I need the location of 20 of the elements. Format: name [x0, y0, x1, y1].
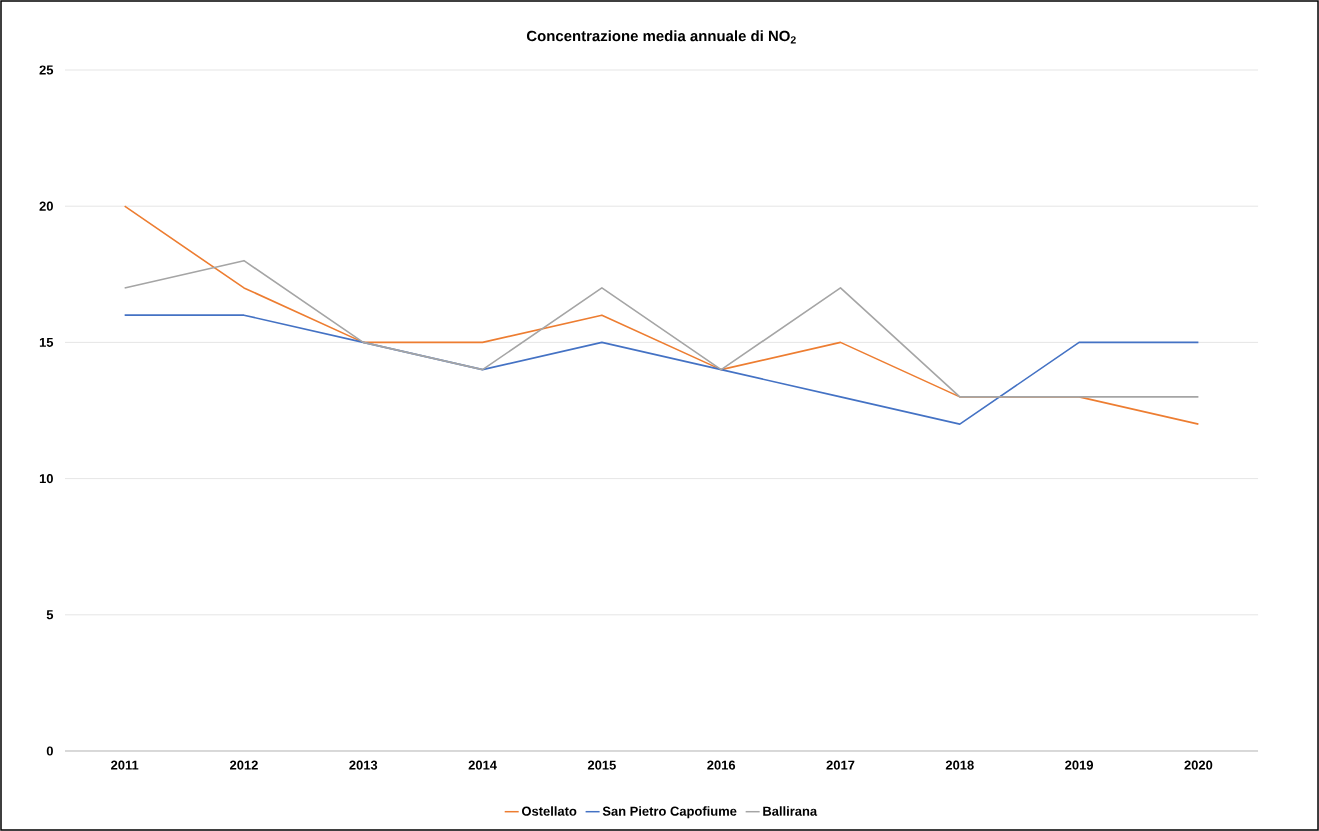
x-tick-label: 2013: [349, 760, 378, 770]
legend-label: San Pietro Capofiume: [602, 806, 737, 819]
y-tick-label: 5: [46, 610, 54, 620]
x-tick-label: 2016: [707, 760, 736, 770]
x-tick-label: 2015: [587, 760, 616, 770]
y-tick-label: 20: [39, 201, 53, 211]
y-tick-label: 10: [39, 474, 53, 484]
x-tick-label: 2020: [1184, 760, 1213, 770]
y-tick-label: 0: [46, 746, 53, 756]
x-tick-label: 2019: [1065, 760, 1094, 770]
x-tick-label: 2018: [945, 760, 974, 770]
x-tick-label: 2017: [826, 760, 855, 770]
x-tick-label: 2012: [230, 760, 258, 770]
legend-label: Ostellato: [521, 806, 577, 816]
y-tick-label: 15: [39, 337, 54, 347]
chart-title: Concentrazione media annuale di NO$_{2}$: [526, 30, 796, 44]
x-tick-label: 2011: [111, 760, 139, 770]
x-tick-label: 2014: [468, 760, 497, 770]
legend-label: Ballirana: [763, 806, 818, 816]
y-tick-label: 25: [39, 65, 54, 75]
